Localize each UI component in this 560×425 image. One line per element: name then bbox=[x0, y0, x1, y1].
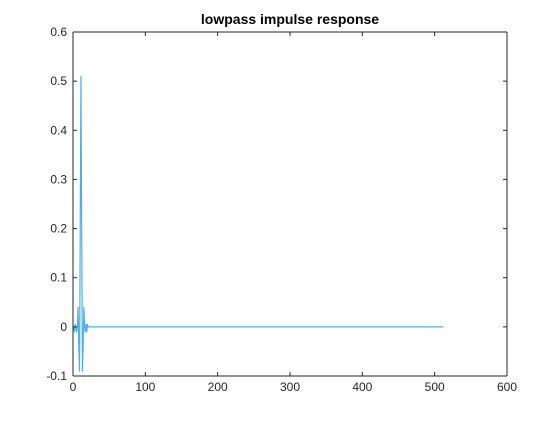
chart-title: lowpass impulse response bbox=[201, 11, 379, 27]
x-tick-label: 500 bbox=[425, 380, 445, 394]
x-tick-label: 600 bbox=[497, 380, 517, 394]
x-tick-label: 0 bbox=[70, 380, 77, 394]
y-tick-label: -0.1 bbox=[46, 369, 67, 383]
x-tick-label: 400 bbox=[352, 380, 372, 394]
y-tick-label: 0.5 bbox=[50, 74, 67, 88]
x-tick-label: 100 bbox=[135, 380, 155, 394]
plot-background bbox=[73, 32, 507, 376]
series-line-1 bbox=[73, 75, 444, 372]
y-tick-label: 0.1 bbox=[50, 271, 67, 285]
y-tick-label: 0.6 bbox=[50, 25, 67, 39]
y-tick-label: 0.4 bbox=[50, 123, 67, 137]
series-layer bbox=[73, 75, 444, 372]
y-tick-label: 0.3 bbox=[50, 172, 67, 186]
axes-layer: 0 100 200 300 400 500 600-0.100.10.20.30.40.50… bbox=[46, 25, 517, 394]
y-tick-label: 0.2 bbox=[50, 222, 67, 236]
y-tick-label: 0 bbox=[60, 320, 67, 334]
x-tick-label: 300 bbox=[280, 380, 300, 394]
x-tick-label: 200 bbox=[208, 380, 228, 394]
